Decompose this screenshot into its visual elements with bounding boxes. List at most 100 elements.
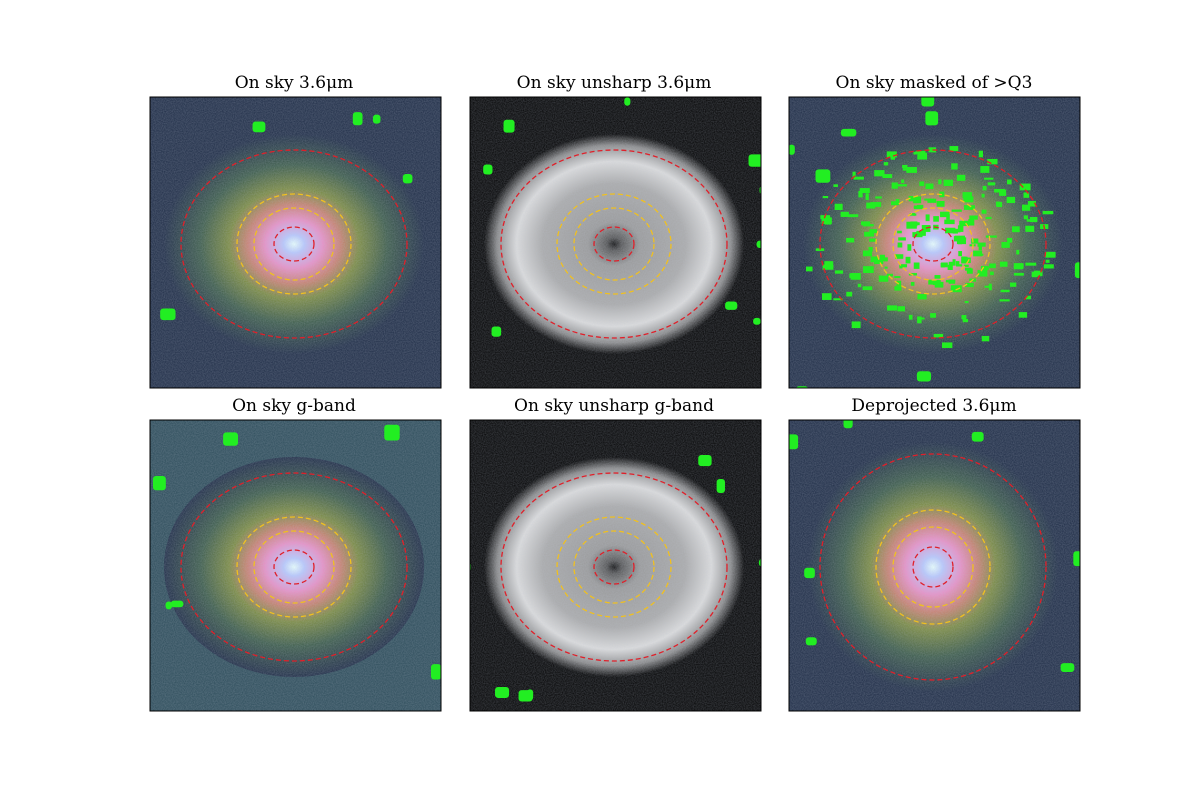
aperture-ellipse — [875, 509, 991, 625]
mask-pixel — [1027, 200, 1036, 207]
mask-pixel — [848, 214, 859, 218]
star-mask — [503, 119, 515, 133]
mask-pixel — [805, 266, 813, 272]
mask-pixel — [948, 279, 956, 284]
mask-pixel — [1029, 217, 1038, 223]
mask-pixel — [887, 305, 898, 311]
star-mask — [150, 183, 151, 189]
panel-frame — [469, 419, 762, 712]
image-panel — [448, 96, 762, 389]
panel-title: On sky masked of >Q3 — [836, 73, 1033, 93]
mask-pixel — [1006, 196, 1016, 204]
image-panel — [128, 419, 442, 742]
star-mask — [598, 738, 608, 751]
mask-pixel — [917, 294, 927, 300]
mask-pixel — [866, 202, 876, 209]
mask-pixel — [1006, 179, 1012, 185]
mask-pixel — [894, 286, 902, 291]
mask-pixel — [936, 200, 945, 207]
mask-pixel — [913, 196, 922, 204]
star-mask — [483, 164, 493, 175]
mask-pixel — [981, 335, 990, 342]
mask-pixel — [948, 261, 956, 266]
star-mask — [770, 543, 781, 549]
mask-pixel — [874, 258, 884, 265]
mask-pixel — [1023, 215, 1028, 220]
mask-pixel — [982, 185, 987, 191]
mask-pixel — [824, 261, 834, 266]
mask-pixel — [902, 164, 908, 169]
mask-pixel — [969, 215, 978, 220]
aperture-ellipse — [500, 149, 728, 339]
mask-pixel — [928, 279, 933, 285]
aperture-ellipse — [593, 549, 635, 585]
mask-pixel — [859, 188, 870, 193]
mask-pixel — [916, 204, 924, 209]
image — [448, 97, 761, 388]
mask-pixel — [905, 256, 911, 264]
panel-title: On sky unsharp g-band — [514, 396, 714, 416]
mask-pixel — [990, 271, 994, 276]
mask-pixel — [891, 182, 898, 189]
star-mask — [716, 478, 725, 493]
star-mask — [491, 326, 502, 337]
mask-pixel — [915, 150, 926, 154]
mask-pixel — [906, 166, 917, 173]
mask-pixel — [834, 203, 843, 210]
mask-pixel — [883, 162, 889, 166]
mask-pixel — [1026, 219, 1032, 222]
image — [789, 97, 1080, 388]
panel-title: Deprojected 3.6μm — [851, 396, 1016, 416]
mask-pixel — [1019, 183, 1031, 191]
star-mask — [152, 475, 166, 491]
star-mask — [223, 432, 239, 446]
star-mask — [216, 729, 231, 742]
star-mask — [725, 301, 738, 310]
mask-pixel — [927, 198, 937, 203]
mask-pixel — [852, 171, 856, 179]
aperture-ellipse — [819, 149, 1047, 339]
mask-pixel — [1045, 259, 1050, 263]
aperture-ellipse — [253, 530, 335, 604]
star-mask — [921, 97, 935, 107]
mask-pixel — [934, 281, 944, 288]
aperture-ellipse — [180, 149, 408, 339]
star-mask — [269, 50, 276, 59]
mask-pixel — [908, 273, 917, 276]
mask-pixel — [963, 264, 969, 267]
mask-pixel — [1013, 263, 1023, 270]
star-mask — [448, 290, 455, 305]
mask-pixel — [968, 219, 975, 226]
star-mask — [372, 114, 381, 124]
mask-pixel — [894, 254, 904, 259]
star-mask — [430, 664, 441, 680]
mask-pixel — [879, 254, 885, 262]
mask-pixel — [886, 151, 897, 158]
star-mask — [128, 494, 142, 502]
star-mask — [456, 531, 468, 537]
star-mask — [971, 431, 984, 442]
mask-pixel — [884, 266, 888, 269]
noise — [470, 420, 761, 711]
mask-pixel — [913, 213, 917, 216]
mask-pixel — [963, 205, 975, 210]
mask-pixel — [971, 238, 979, 244]
image — [128, 420, 441, 742]
star-mask — [184, 713, 195, 719]
mask-pixel — [863, 266, 874, 274]
star-mask — [252, 121, 266, 133]
aperture-ellipse — [819, 453, 1047, 681]
mask-pixel — [917, 152, 928, 160]
mask-pixel — [897, 230, 902, 234]
mask-pixel — [1013, 272, 1024, 276]
star-mask — [760, 115, 761, 127]
mask-pixel — [907, 244, 912, 251]
panel-frame — [788, 419, 1081, 712]
aperture-ellipse — [273, 226, 315, 262]
mask-pixel — [846, 291, 853, 297]
mask-pixel — [942, 342, 953, 348]
mask-pixel — [1007, 237, 1013, 243]
mask-pixel — [944, 219, 955, 225]
star-mask — [759, 186, 761, 194]
mask-pixel — [851, 321, 861, 329]
